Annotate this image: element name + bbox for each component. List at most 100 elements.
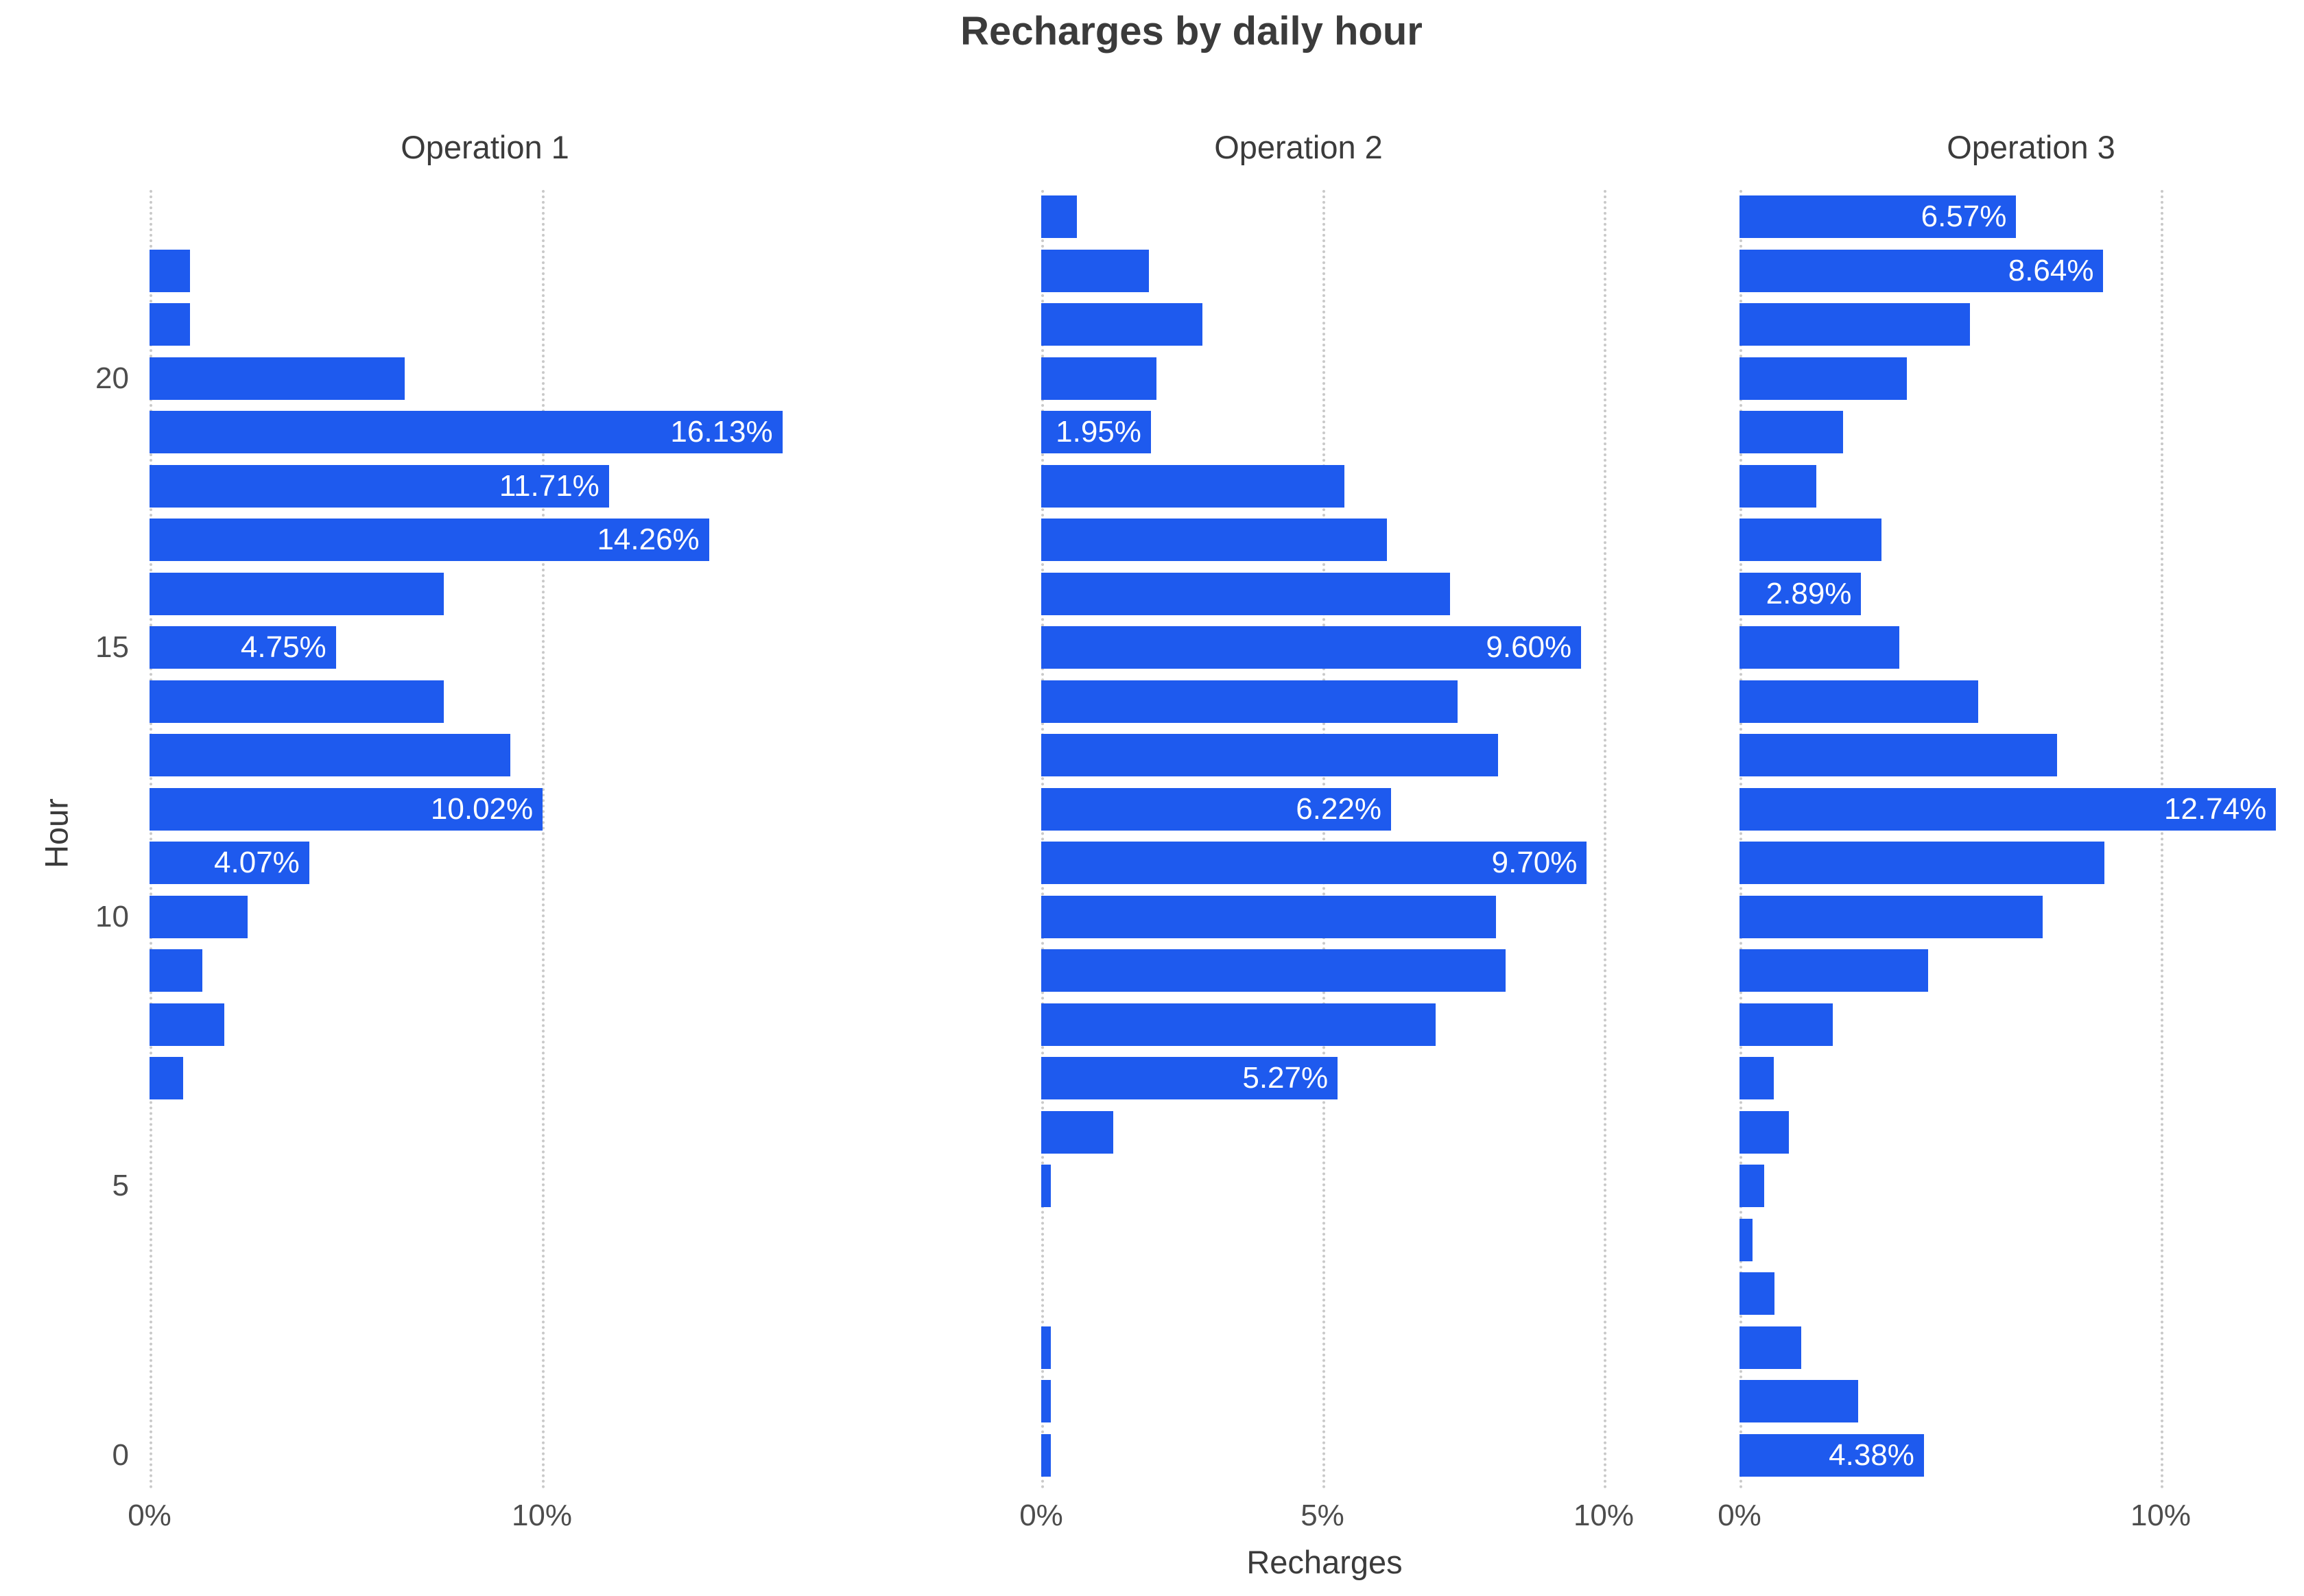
bar-operation-1-hour-13[interactable] <box>150 734 511 777</box>
bar-value-label-operation-1-hour-11: 4.07% <box>214 846 300 880</box>
bar-operation-1-hour-21[interactable] <box>150 303 190 346</box>
x-tick-label-operation-2-10pct: 10% <box>1573 1499 1635 1532</box>
gridline-operation-1-0pct <box>150 190 152 1490</box>
bar-operation-2-hour-1[interactable] <box>1041 1380 1051 1423</box>
bar-operation-3-hour-14[interactable] <box>1739 680 1979 723</box>
y-tick-label-hour-15: 15 <box>95 630 129 665</box>
bar-operation-3-hour-11[interactable] <box>1739 842 2104 885</box>
bar-operation-3-hour-2[interactable] <box>1739 1326 1802 1369</box>
bar-operation-1-hour-10[interactable] <box>150 895 248 938</box>
recharges-axis-title: Recharges <box>1246 1544 1403 1580</box>
bar-operation-1-hour-19[interactable]: 16.13% <box>150 411 783 454</box>
bar-value-label-operation-1-hour-19: 16.13% <box>670 415 773 449</box>
bar-operation-1-hour-11[interactable]: 4.07% <box>150 842 309 885</box>
bar-operation-3-hour-17[interactable] <box>1739 519 1881 562</box>
bar-value-label-operation-2-hour-7: 5.27% <box>1242 1061 1329 1095</box>
bar-operation-3-hour-21[interactable] <box>1739 303 1971 346</box>
bar-operation-3-hour-20[interactable] <box>1739 357 1907 400</box>
bar-value-label-operation-2-hour-15: 9.60% <box>1486 630 1572 665</box>
bar-operation-3-hour-6[interactable] <box>1739 1110 1789 1154</box>
x-tick-label-operation-1-10pct: 10% <box>511 1499 573 1532</box>
bar-operation-3-hour-15[interactable] <box>1739 626 1899 669</box>
bar-operation-1-hour-20[interactable] <box>150 357 405 400</box>
y-tick-label-hour-0: 0 <box>112 1438 129 1472</box>
bar-operation-3-hour-8[interactable] <box>1739 1003 1833 1046</box>
bar-operation-1-hour-9[interactable] <box>150 949 203 992</box>
bar-value-label-operation-1-hour-12: 10.02% <box>430 791 534 826</box>
bar-operation-1-hour-15[interactable]: 4.75% <box>150 626 336 669</box>
y-tick-label-hour-20: 20 <box>95 361 129 395</box>
bar-operation-2-hour-23[interactable] <box>1041 195 1077 239</box>
bar-value-label-operation-3-hour-12: 12.74% <box>2164 791 2267 826</box>
bar-operation-3-hour-19[interactable] <box>1739 411 1844 454</box>
bar-operation-3-hour-4[interactable] <box>1739 1218 1753 1261</box>
bar-operation-3-hour-18[interactable] <box>1739 464 1816 508</box>
bar-operation-3-hour-12[interactable]: 12.74% <box>1739 787 2277 831</box>
bar-operation-2-hour-0[interactable] <box>1041 1433 1051 1477</box>
gridline-operation-2-0pct <box>1041 190 1044 1490</box>
bar-operation-3-hour-5[interactable] <box>1739 1165 1765 1208</box>
bar-value-label-operation-3-hour-23: 6.57% <box>1921 200 2007 234</box>
x-tick-label-operation-3-10pct: 10% <box>2130 1499 2192 1532</box>
bar-operation-2-hour-2[interactable] <box>1041 1326 1051 1369</box>
bar-operation-2-hour-13[interactable] <box>1041 734 1498 777</box>
panel-header-operation-3: Operation 3 <box>1947 129 2115 165</box>
bar-operation-2-hour-15[interactable]: 9.60% <box>1041 626 1582 669</box>
bar-operation-3-hour-10[interactable] <box>1739 895 2043 938</box>
gridline-operation-3-0pct <box>1739 190 1742 1490</box>
bar-operation-3-hour-3[interactable] <box>1739 1272 1774 1315</box>
bar-operation-1-hour-17[interactable]: 14.26% <box>150 519 709 562</box>
bar-operation-1-hour-8[interactable] <box>150 1003 224 1046</box>
bar-operation-2-hour-6[interactable] <box>1041 1110 1113 1154</box>
bar-value-label-operation-1-hour-15: 4.75% <box>240 630 326 665</box>
bar-operation-1-hour-18[interactable]: 11.71% <box>150 464 609 508</box>
bar-operation-2-hour-22[interactable] <box>1041 249 1149 292</box>
bar-value-label-operation-2-hour-12: 6.22% <box>1296 791 1382 826</box>
bar-operation-2-hour-7[interactable]: 5.27% <box>1041 1057 1338 1100</box>
bar-operation-2-hour-10[interactable] <box>1041 895 1497 938</box>
bar-operation-2-hour-12[interactable]: 6.22% <box>1041 787 1392 831</box>
x-tick-label-operation-3-0pct: 0% <box>1718 1499 1761 1532</box>
bar-operation-3-hour-0[interactable]: 4.38% <box>1739 1433 1924 1477</box>
bar-operation-1-hour-16[interactable] <box>150 572 444 615</box>
bar-value-label-operation-2-hour-19: 1.95% <box>1056 415 1141 449</box>
bar-operation-2-hour-9[interactable] <box>1041 949 1506 992</box>
bar-operation-2-hour-20[interactable] <box>1041 357 1157 400</box>
bar-operation-2-hour-14[interactable] <box>1041 680 1458 723</box>
gridline-operation-2-5pct <box>1322 190 1325 1490</box>
gridline-operation-3-10pct <box>2161 190 2163 1490</box>
bar-operation-2-hour-21[interactable] <box>1041 303 1203 346</box>
bar-operation-1-hour-14[interactable] <box>150 680 444 723</box>
bar-operation-2-hour-19[interactable]: 1.95% <box>1041 411 1151 454</box>
panel-header-operation-1: Operation 1 <box>401 129 569 165</box>
y-tick-label-hour-10: 10 <box>95 899 129 933</box>
x-tick-label-operation-1-0pct: 0% <box>128 1499 171 1532</box>
gridline-operation-1-10pct <box>542 190 545 1490</box>
bar-operation-3-hour-13[interactable] <box>1739 734 2057 777</box>
bar-operation-2-hour-5[interactable] <box>1041 1165 1051 1208</box>
bar-operation-3-hour-16[interactable]: 2.89% <box>1739 572 1862 615</box>
bar-operation-3-hour-23[interactable]: 6.57% <box>1739 195 2017 239</box>
bar-value-label-operation-3-hour-0: 4.38% <box>1829 1438 1914 1472</box>
bar-operation-1-hour-7[interactable] <box>150 1057 183 1100</box>
gridline-operation-2-10pct <box>1604 190 1606 1490</box>
bar-value-label-operation-2-hour-11: 9.70% <box>1491 846 1578 880</box>
bar-value-label-operation-3-hour-16: 2.89% <box>1766 576 1852 610</box>
bar-operation-3-hour-1[interactable] <box>1739 1380 1859 1423</box>
bar-operation-3-hour-7[interactable] <box>1739 1057 1774 1100</box>
x-tick-label-operation-2-0pct: 0% <box>1019 1499 1063 1532</box>
panel-header-operation-2: Operation 2 <box>1214 129 1383 165</box>
bar-operation-3-hour-22[interactable]: 8.64% <box>1739 249 2104 292</box>
bar-operation-1-hour-22[interactable] <box>150 249 190 292</box>
bar-operation-2-hour-17[interactable] <box>1041 519 1388 562</box>
bar-operation-1-hour-12[interactable]: 10.02% <box>150 787 543 831</box>
bar-operation-2-hour-18[interactable] <box>1041 464 1344 508</box>
chart-title: Recharges by daily hour <box>960 9 1423 53</box>
bar-operation-2-hour-16[interactable] <box>1041 572 1451 615</box>
bar-operation-2-hour-11[interactable]: 9.70% <box>1041 842 1587 885</box>
bar-operation-2-hour-8[interactable] <box>1041 1003 1436 1046</box>
bar-value-label-operation-3-hour-22: 8.64% <box>2008 253 2094 287</box>
x-tick-label-operation-2-5pct: 5% <box>1301 1499 1344 1532</box>
bar-value-label-operation-1-hour-18: 11.71% <box>499 468 599 503</box>
bar-operation-3-hour-9[interactable] <box>1739 949 1929 992</box>
